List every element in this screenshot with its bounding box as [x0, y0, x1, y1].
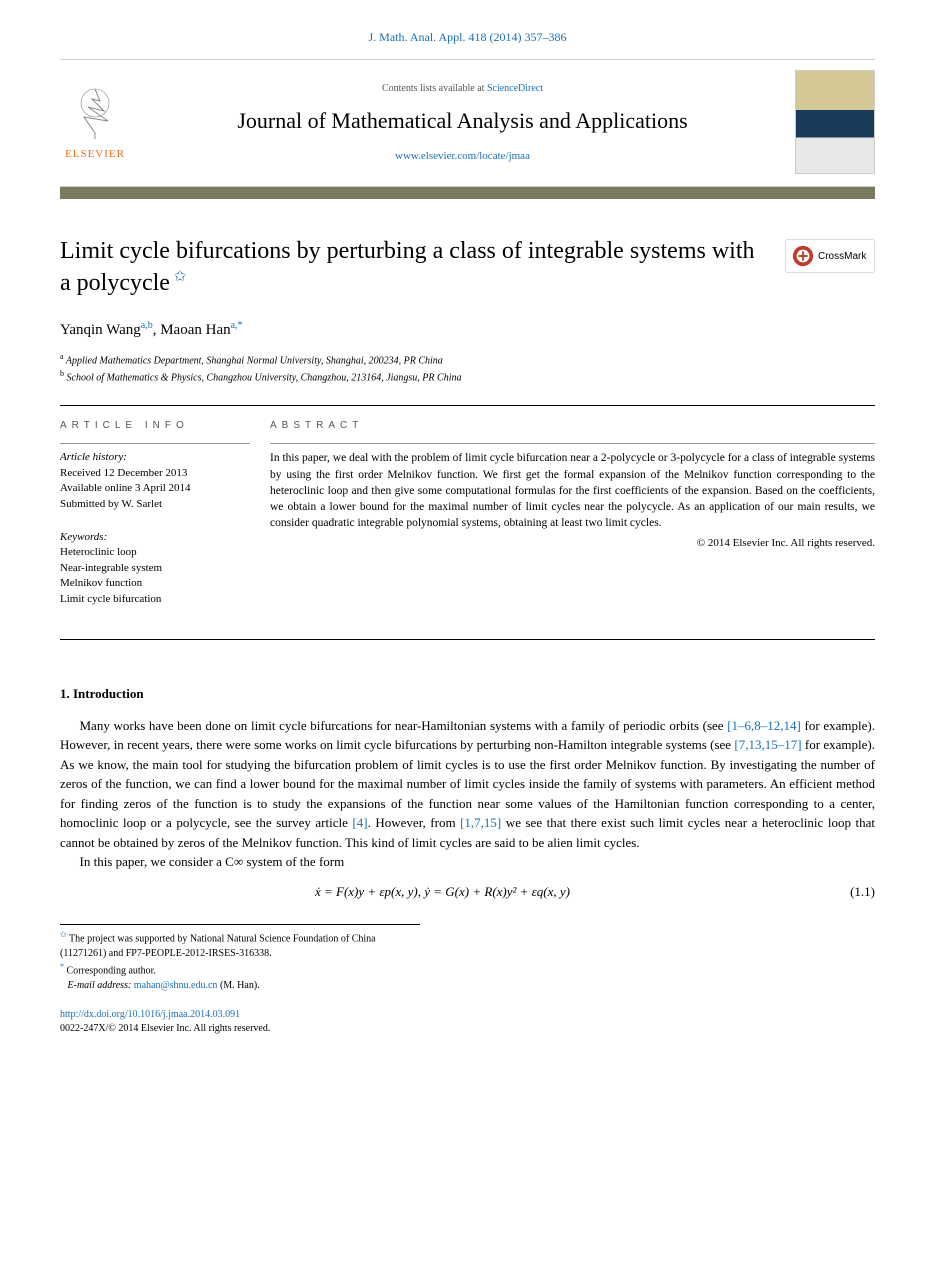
elsevier-tree-icon — [70, 85, 120, 141]
citation-link[interactable]: J. Math. Anal. Appl. 418 (2014) 357–386 — [369, 30, 567, 44]
authors-list: Yanqin Wanga,b, Maoan Hana,* — [60, 320, 875, 339]
keywords-block: Keywords: Heteroclinic loop Near-integra… — [60, 524, 250, 607]
keyword-4: Limit cycle bifurcation — [60, 592, 250, 607]
article-info-heading: ARTICLE INFO — [60, 420, 250, 431]
equation-1-1: ẋ = F(x)y + εp(x, y), ẏ = G(x) + R(x)y² … — [60, 884, 875, 900]
crossmark-icon — [792, 245, 814, 267]
color-bar — [60, 187, 875, 199]
history-online: Available online 3 April 2014 — [60, 481, 250, 496]
sciencedirect-link[interactable]: ScienceDirect — [487, 83, 543, 94]
header-center: Contents lists available at ScienceDirec… — [130, 83, 795, 162]
history-submitted: Submitted by W. Sarlet — [60, 497, 250, 512]
article-history: Article history: Received 12 December 20… — [60, 443, 250, 512]
equation-body: ẋ = F(x)y + εp(x, y), ẏ = G(x) + R(x)y² … — [60, 884, 825, 900]
keyword-3: Melnikov function — [60, 576, 250, 591]
ref-link-2[interactable]: [7,13,15–17] — [734, 737, 801, 752]
paragraph-1: Many works have been done on limit cycle… — [60, 716, 875, 872]
journal-url: www.elsevier.com/locate/jmaa — [130, 150, 795, 162]
footnotes: ✩ The project was supported by National … — [60, 924, 420, 994]
journal-url-link[interactable]: www.elsevier.com/locate/jmaa — [395, 150, 530, 162]
abstract-heading: ABSTRACT — [270, 420, 875, 431]
footnote-corresponding: * Corresponding author. — [60, 961, 420, 979]
journal-citation: J. Math. Anal. Appl. 418 (2014) 357–386 — [0, 0, 935, 59]
crossmark-label: CrossMark — [818, 251, 866, 262]
contents-line: Contents lists available at ScienceDirec… — [130, 83, 795, 94]
journal-name: Journal of Mathematical Analysis and App… — [130, 108, 795, 134]
author-1: Yanqin Wanga,b — [60, 322, 153, 338]
abstract-block: ABSTRACT In this paper, we deal with the… — [270, 420, 875, 619]
article-info: ARTICLE INFO Article history: Received 1… — [60, 420, 270, 619]
keyword-2: Near-integrable system — [60, 561, 250, 576]
footnote-funding: ✩ The project was supported by National … — [60, 929, 420, 961]
history-label: Article history: — [60, 450, 250, 465]
history-received: Received 12 December 2013 — [60, 466, 250, 481]
ref-link-3[interactable]: [4] — [352, 815, 367, 830]
paragraph-2: In this paper, we consider a C∞ system o… — [60, 852, 875, 872]
doi-link[interactable]: http://dx.doi.org/10.1016/j.jmaa.2014.03… — [60, 1009, 240, 1020]
author-2: Maoan Hana,* — [160, 322, 242, 338]
affiliation-a: a Applied Mathematics Department, Shangh… — [60, 351, 875, 368]
keywords-label: Keywords: — [60, 530, 250, 545]
email-link[interactable]: mahan@shnu.edu.cn — [134, 980, 218, 991]
footer-meta: http://dx.doi.org/10.1016/j.jmaa.2014.03… — [60, 1008, 875, 1036]
ref-link-1[interactable]: [1–6,8–12,14] — [727, 718, 801, 733]
equation-number: (1.1) — [825, 884, 875, 900]
keyword-1: Heteroclinic loop — [60, 545, 250, 560]
journal-cover-thumbnail[interactable] — [795, 70, 875, 174]
article-title: Limit cycle bifurcations by perturbing a… — [60, 235, 765, 300]
abstract-text: In this paper, we deal with the problem … — [270, 450, 875, 530]
issn-copyright: 0022-247X/© 2014 Elsevier Inc. All right… — [60, 1022, 875, 1036]
crossmark-badge[interactable]: CrossMark — [785, 239, 875, 273]
section-1-heading: 1. Introduction — [60, 686, 875, 702]
publisher-logo[interactable]: ELSEVIER — [60, 85, 130, 160]
info-abstract-block: ARTICLE INFO Article history: Received 1… — [60, 405, 875, 640]
affiliations: a Applied Mathematics Department, Shangh… — [60, 351, 875, 386]
abstract-copyright: © 2014 Elsevier Inc. All rights reserved… — [270, 537, 875, 549]
title-footnote-marker: ✩ — [170, 269, 186, 285]
contents-prefix: Contents lists available at — [382, 83, 487, 94]
footnote-email: E-mail address: mahan@shnu.edu.cn (M. Ha… — [60, 979, 420, 994]
affiliation-b: b School of Mathematics & Physics, Chang… — [60, 368, 875, 385]
ref-link-4[interactable]: [1,7,15] — [460, 815, 501, 830]
journal-header: ELSEVIER Contents lists available at Sci… — [60, 59, 875, 187]
publisher-brand: ELSEVIER — [60, 148, 130, 160]
